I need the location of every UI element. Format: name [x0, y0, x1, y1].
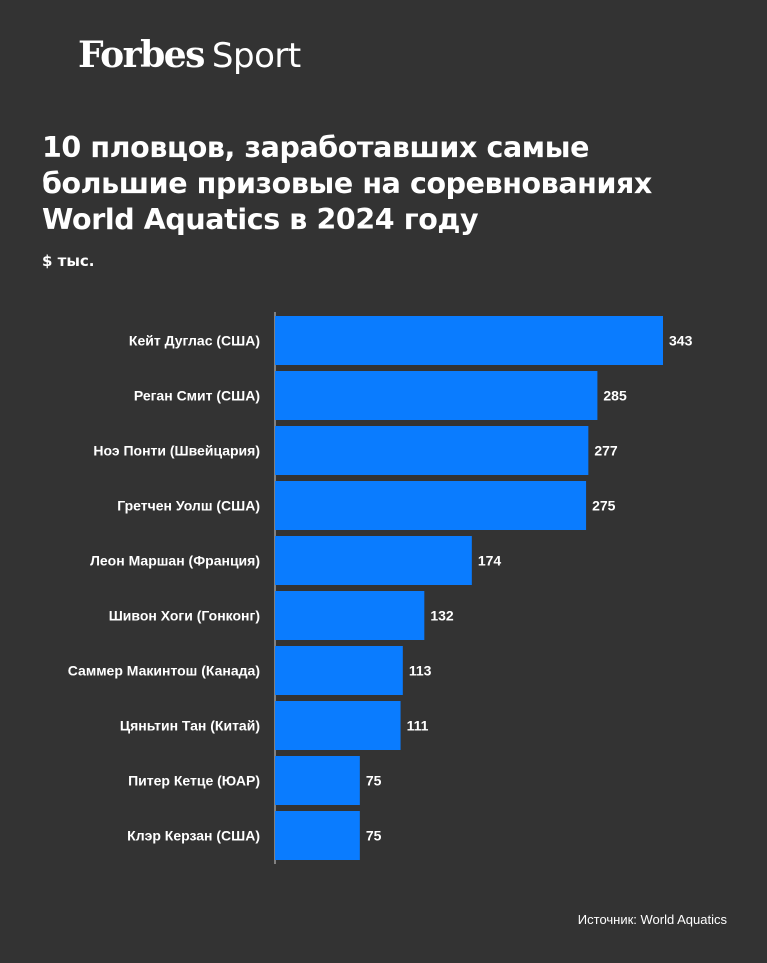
forbes-sport-logo: Forbes Sport [78, 34, 301, 78]
bar [275, 316, 663, 365]
data-label: 275 [592, 498, 616, 514]
bar [275, 811, 360, 860]
category-label: Клэр Керзан (США) [127, 828, 260, 844]
bar [275, 646, 403, 695]
category-label: Саммер Макинтош (Канада) [68, 663, 260, 679]
bar [275, 371, 598, 420]
data-label: 343 [669, 333, 693, 349]
bar [275, 756, 360, 805]
bar [275, 481, 587, 530]
data-label: 113 [409, 663, 432, 679]
logo-forbes: Forbes [78, 34, 205, 76]
category-label: Реган Смит (США) [134, 388, 260, 404]
data-label: 174 [478, 553, 502, 569]
data-label: 75 [366, 773, 382, 789]
category-label: Леон Маршан (Франция) [90, 553, 260, 569]
chart-title: 10 пловцов, заработавших самые большие п… [42, 131, 652, 236]
logo-sport: Sport [211, 36, 301, 76]
chart-unit: $ тыс. [42, 252, 95, 270]
bar [275, 701, 401, 750]
source-note: Источник: World Aquatics [577, 912, 727, 927]
bar [275, 591, 425, 640]
category-label: Питер Кетце (ЮАР) [128, 773, 260, 789]
data-label: 277 [594, 443, 618, 459]
data-label: 285 [603, 388, 627, 404]
category-label: Кейт Дуглас (США) [129, 333, 260, 349]
bar [275, 536, 472, 585]
category-label: Гретчен Уолш (США) [117, 498, 260, 514]
category-label: Ноэ Понти (Швейцария) [93, 443, 260, 459]
data-label: 111 [407, 718, 429, 734]
data-label: 132 [430, 608, 454, 624]
bar [275, 426, 589, 475]
data-label: 75 [366, 828, 382, 844]
category-label: Шивон Хоги (Гонконг) [109, 608, 260, 624]
category-label: Цяньтин Тан (Китай) [120, 718, 260, 734]
